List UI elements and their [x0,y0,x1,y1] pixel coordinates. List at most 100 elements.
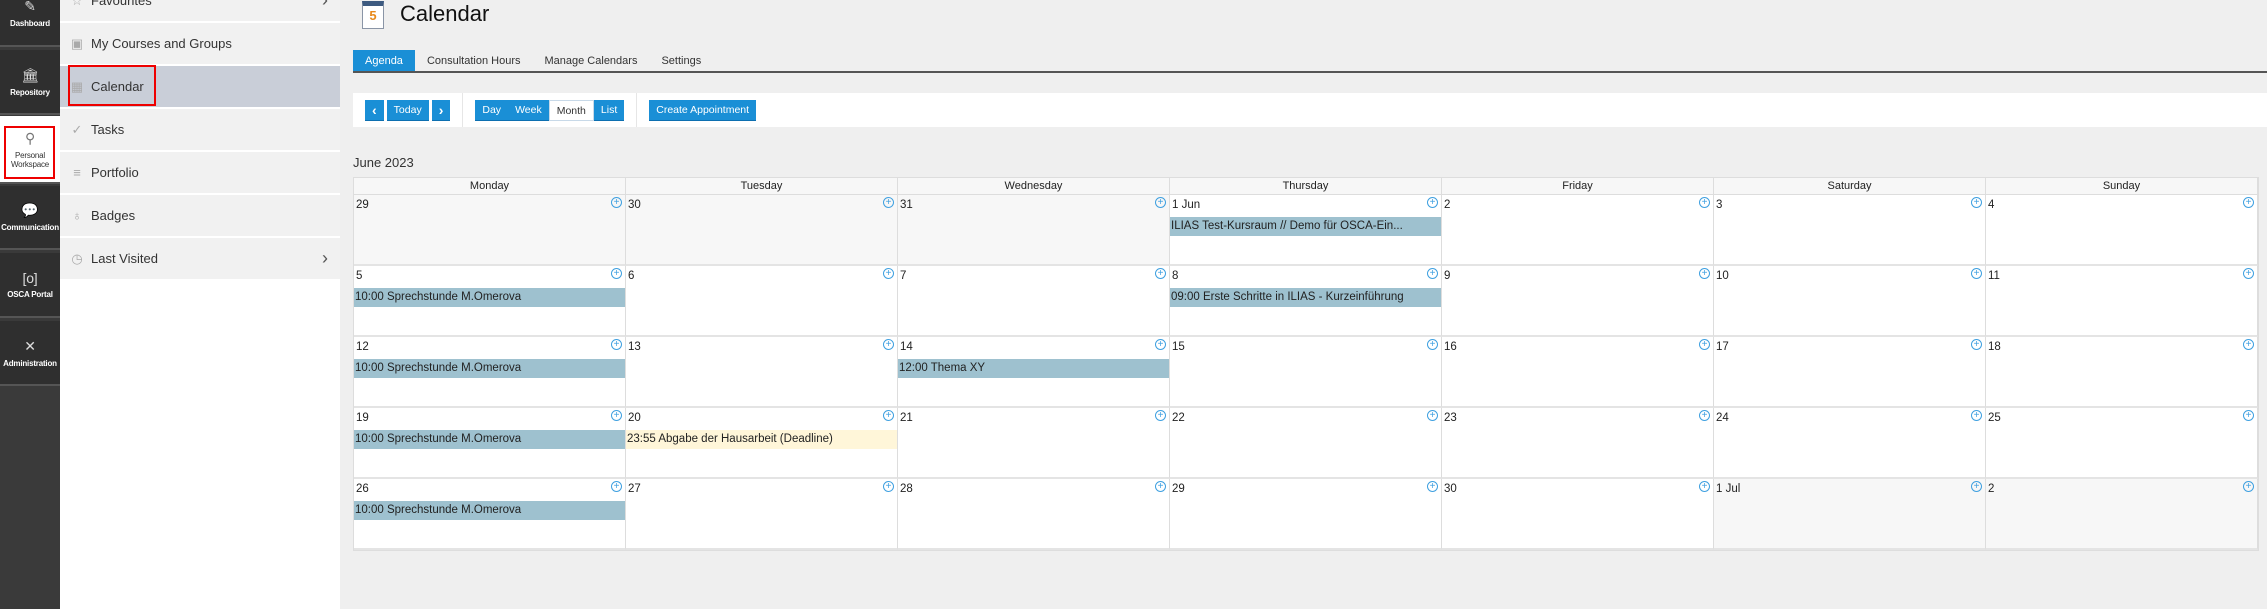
day-cell[interactable]: 3 + [1714,195,1986,266]
sidebar-item-my-courses-and-groups[interactable]: ▣ My Courses and Groups [60,23,340,64]
day-cell[interactable]: 2 + [1986,479,2258,550]
day-cell[interactable]: 9 + [1442,266,1714,337]
calendar-event[interactable]: 10:00 Sprechstunde M.Omerova [354,430,625,449]
day-cell[interactable]: 1 Jul + [1714,479,1986,550]
add-appointment-icon[interactable]: + [1971,410,1982,421]
add-appointment-icon[interactable]: + [1427,197,1438,208]
add-appointment-icon[interactable]: + [1427,268,1438,279]
add-appointment-icon[interactable]: + [611,410,622,421]
add-appointment-icon[interactable]: + [2243,481,2254,492]
day-cell[interactable]: 7 + [898,266,1170,337]
chevron-right-icon[interactable]: › [322,248,328,268]
day-cell[interactable]: 16 + [1442,337,1714,408]
add-appointment-icon[interactable]: + [1427,410,1438,421]
day-cell[interactable]: 14 +12:00 Thema XY [898,337,1170,408]
day-cell[interactable]: 8 +09:00 Erste Schritte in ILIAS - Kurzei… [1170,266,1442,337]
day-cell[interactable]: 10 + [1714,266,1986,337]
next-button[interactable]: › [431,99,451,121]
day-cell[interactable]: 26 +10:00 Sprechstunde M.Omerova [354,479,626,550]
view-week-button[interactable]: Week [508,99,549,121]
calendar-event[interactable]: 10:00 Sprechstunde M.Omerova [354,501,625,520]
calendar-event[interactable]: ILIAS Test-Kursraum // Demo für OSCA-Ein… [1170,217,1441,236]
add-appointment-icon[interactable]: + [883,410,894,421]
calendar-event[interactable]: 09:00 Erste Schritte in ILIAS - Kurzeinf… [1170,288,1441,307]
add-appointment-icon[interactable]: + [883,481,894,492]
add-appointment-icon[interactable]: + [1699,339,1710,350]
add-appointment-icon[interactable]: + [1971,339,1982,350]
day-cell[interactable]: 12 +10:00 Sprechstunde M.Omerova [354,337,626,408]
add-appointment-icon[interactable]: + [1699,268,1710,279]
tab-manage-calendars[interactable]: Manage Calendars [544,55,638,67]
day-cell[interactable]: 19 +10:00 Sprechstunde M.Omerova [354,408,626,479]
add-appointment-icon[interactable]: + [611,339,622,350]
chevron-right-icon[interactable]: › [322,0,328,10]
add-appointment-icon[interactable]: + [1155,197,1166,208]
add-appointment-icon[interactable]: + [2243,339,2254,350]
add-appointment-icon[interactable]: + [2243,197,2254,208]
add-appointment-icon[interactable]: + [611,268,622,279]
sidebar-item-badges[interactable]: ♁ Badges [60,195,340,236]
day-cell[interactable]: 25 + [1986,408,2258,479]
add-appointment-icon[interactable]: + [1699,481,1710,492]
add-appointment-icon[interactable]: + [611,481,622,492]
add-appointment-icon[interactable]: + [1155,481,1166,492]
add-appointment-icon[interactable]: + [1155,268,1166,279]
sidebar-item-last-visited[interactable]: ◷ Last Visited › [60,238,340,279]
sidebar-item-favourites[interactable]: ☆ Favourites › [60,0,340,21]
rail-item-repository[interactable]: 🏛 Repository [0,50,60,115]
rail-item-dashboard[interactable]: ✎ Dashboard [0,0,60,47]
day-cell[interactable]: 18 + [1986,337,2258,408]
day-cell[interactable]: 30 + [1442,479,1714,550]
day-cell[interactable]: 1 Jun + ILIAS Test-Kursraum // Demo für OS… [1170,195,1442,266]
rail-item-administration[interactable]: ✕ Administration [0,321,60,386]
sidebar-item-tasks[interactable]: ✓ Tasks [60,109,340,150]
day-cell[interactable]: 6 + [626,266,898,337]
day-cell[interactable]: 23 + [1442,408,1714,479]
add-appointment-icon[interactable]: + [883,197,894,208]
calendar-event[interactable]: 10:00 Sprechstunde M.Omerova [354,288,625,307]
view-list-button[interactable]: List [593,99,625,121]
day-cell[interactable]: 29 + [1170,479,1442,550]
tab-consultation-hours[interactable]: Consultation Hours [426,55,521,67]
add-appointment-icon[interactable]: + [1971,197,1982,208]
day-cell[interactable]: 31 + [898,195,1170,266]
add-appointment-icon[interactable]: + [1155,339,1166,350]
tab-settings[interactable]: Settings [661,55,702,67]
day-cell[interactable]: 22 + [1170,408,1442,479]
day-cell[interactable]: 30 + [626,195,898,266]
add-appointment-icon[interactable]: + [2243,410,2254,421]
add-appointment-icon[interactable]: + [883,339,894,350]
day-cell[interactable]: 4 + [1986,195,2258,266]
day-cell[interactable]: 27 + [626,479,898,550]
day-cell[interactable]: 11 + [1986,266,2258,337]
calendar-event[interactable]: 23:55 Abgabe der Hausarbeit (Deadline) [626,430,897,449]
day-cell[interactable]: 21 + [898,408,1170,479]
add-appointment-icon[interactable]: + [1699,197,1710,208]
create-appointment-button[interactable]: Create Appointment [649,99,757,121]
add-appointment-icon[interactable]: + [1971,481,1982,492]
view-day-button[interactable]: Day [475,99,509,121]
sidebar-item-portfolio[interactable]: ≡ Portfolio [60,152,340,193]
tab-agenda[interactable]: Agenda [353,50,415,71]
rail-item-communication[interactable]: 💬 Communication [0,186,60,250]
day-cell[interactable]: 17 + [1714,337,1986,408]
add-appointment-icon[interactable]: + [1971,268,1982,279]
add-appointment-icon[interactable]: + [1427,339,1438,350]
day-cell[interactable]: 5 +10:00 Sprechstunde M.Omerova [354,266,626,337]
calendar-event[interactable]: 10:00 Sprechstunde M.Omerova [354,359,625,378]
add-appointment-icon[interactable]: + [1427,481,1438,492]
sidebar-item-calendar[interactable]: ▦ Calendar [60,66,340,107]
day-cell[interactable]: 29 + [354,195,626,266]
add-appointment-icon[interactable]: + [2243,268,2254,279]
day-cell[interactable]: 20 +23:55 Abgabe der Hausarbeit (Deadline… [626,408,898,479]
add-appointment-icon[interactable]: + [1699,410,1710,421]
add-appointment-icon[interactable]: + [611,197,622,208]
add-appointment-icon[interactable]: + [883,268,894,279]
today-button[interactable]: Today [386,99,429,121]
day-cell[interactable]: 13 + [626,337,898,408]
day-cell[interactable]: 15 + [1170,337,1442,408]
calendar-event[interactable]: 12:00 Thema XY [898,359,1169,378]
view-month-button[interactable]: Month [548,99,594,121]
add-appointment-icon[interactable]: + [1155,410,1166,421]
day-cell[interactable]: 28 + [898,479,1170,550]
